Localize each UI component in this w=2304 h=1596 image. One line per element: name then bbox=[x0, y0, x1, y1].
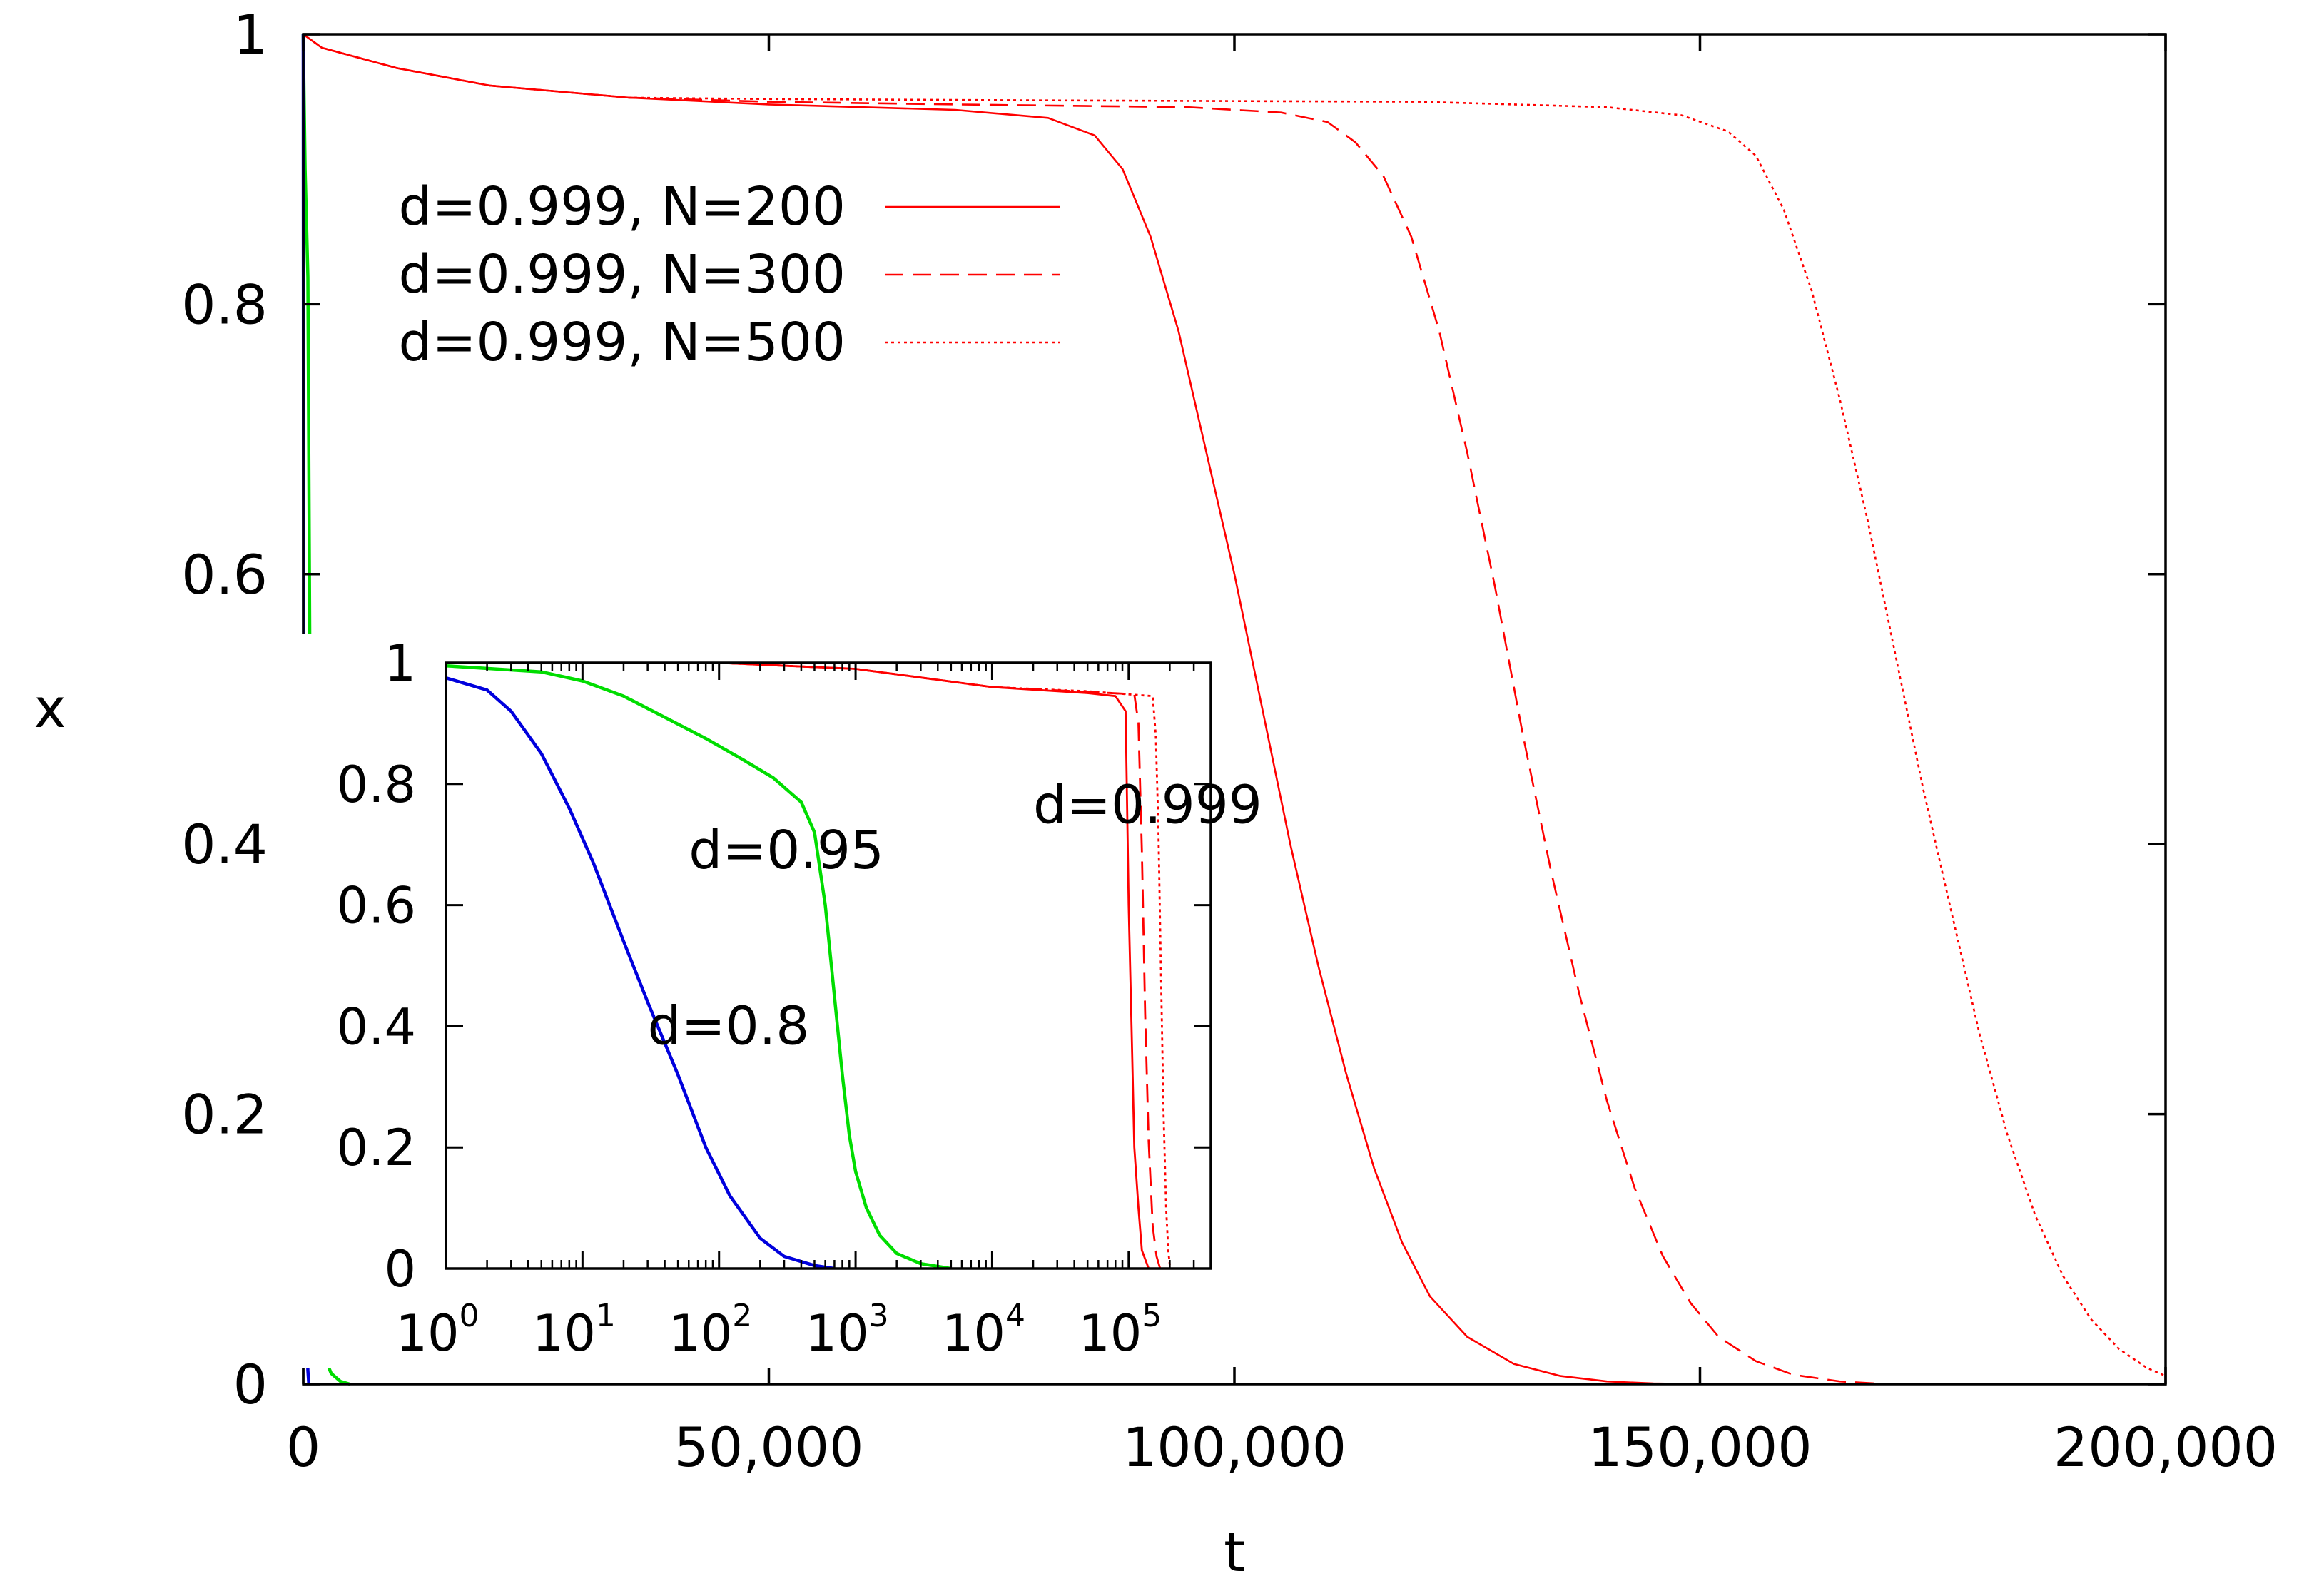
y-tick-label: 1 bbox=[233, 3, 268, 66]
inset-annotations: d=0.8 d=0.95 d=0.999 bbox=[648, 775, 1262, 1057]
inset-series-line bbox=[719, 663, 1171, 1266]
inset-series-lines bbox=[446, 663, 1171, 1269]
y-tick-label: 0 bbox=[233, 1353, 268, 1416]
inset-annotation: d=0.999 bbox=[1033, 775, 1262, 836]
main-x-tick-labels: 0 50,000 100,000 150,000 200,000 bbox=[286, 1415, 2278, 1479]
inset-series-group bbox=[446, 663, 1171, 1269]
y-tick-label: 0.8 bbox=[181, 273, 268, 336]
series-line bbox=[303, 33, 2166, 1377]
inset-tick-marks bbox=[445, 661, 1212, 1270]
main-plot: 0 50,000 100,000 150,000 200,000 00.20.40.60… bbox=[34, 3, 2278, 1584]
inset-y-tick-label: 0.6 bbox=[337, 877, 416, 935]
legend-label: d=0.999, N=200 bbox=[399, 176, 846, 238]
inset-y-tick-label: 0.4 bbox=[337, 997, 416, 1056]
series-line bbox=[303, 33, 1887, 1386]
y-tick-label: 0.4 bbox=[181, 813, 268, 876]
inset-annotation: d=0.8 bbox=[648, 995, 810, 1057]
main-y-tick-labels: 0 0.2 0.4 0.6 0.8 1 bbox=[181, 3, 268, 1416]
inset-y-tick-labels: 0 0.2 0.4 0.6 0.8 1 bbox=[337, 634, 416, 1298]
inset-x-tick-exponent: 4 bbox=[1005, 1298, 1025, 1334]
inset-x-tick-exponent: 2 bbox=[732, 1298, 752, 1334]
inset-plot: 100 101 102 103 104 105 00.20.40.60.81 d=0.8d… bbox=[275, 634, 1262, 1368]
inset-y-tick-label: 0 bbox=[384, 1240, 416, 1298]
legend-label: d=0.999, N=300 bbox=[399, 244, 846, 305]
x-tick-label: 0 bbox=[286, 1415, 320, 1479]
inset-series-line bbox=[446, 664, 952, 1269]
inset-y-tick-label: 0.2 bbox=[337, 1119, 416, 1177]
inset-x-tick-exponent: 5 bbox=[1142, 1298, 1162, 1334]
x-tick-label: 150,000 bbox=[1588, 1415, 1812, 1479]
inset-series-line bbox=[446, 676, 835, 1269]
y-axis-title: x bbox=[34, 676, 66, 740]
inset-x-tick-exponent: 1 bbox=[596, 1298, 616, 1334]
y-tick-label: 0.2 bbox=[181, 1083, 268, 1147]
inset-background bbox=[275, 634, 1232, 1368]
x-tick-label: 100,000 bbox=[1122, 1415, 1346, 1479]
x-tick-label: 50,000 bbox=[674, 1415, 864, 1479]
y-tick-label: 0.6 bbox=[181, 543, 268, 606]
inset-y-tick-label: 0.8 bbox=[337, 756, 416, 814]
inset-plot-frame bbox=[445, 661, 1212, 1270]
inset-y-tick-label: 1 bbox=[384, 634, 416, 693]
inset-x-tick-exponent: 0 bbox=[460, 1298, 479, 1334]
x-axis-title: t bbox=[1224, 1520, 1245, 1584]
series-line bbox=[303, 33, 1700, 1386]
inset-annotation: d=0.95 bbox=[689, 820, 884, 881]
x-tick-label: 200,000 bbox=[2054, 1415, 2278, 1479]
legend-label: d=0.999, N=500 bbox=[399, 312, 846, 373]
inset-x-tick-exponent: 3 bbox=[869, 1298, 889, 1334]
